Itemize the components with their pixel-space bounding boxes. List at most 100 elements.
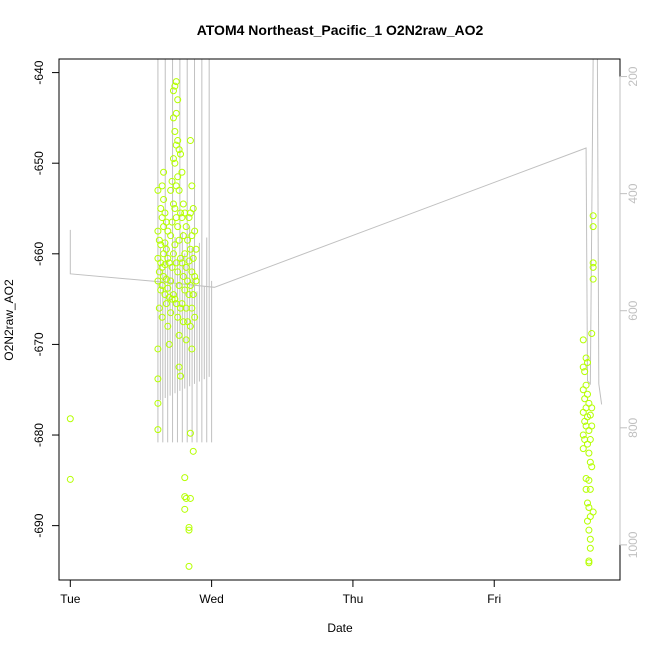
data-point (189, 447, 197, 455)
data-point (157, 241, 165, 249)
data-point (167, 186, 175, 194)
data-point (179, 272, 187, 280)
y-axis-right: 200 400 600 800 1000 (619, 66, 640, 558)
data-point (579, 336, 587, 344)
data-point (157, 286, 165, 294)
data-point (154, 426, 162, 434)
data-point (177, 209, 185, 217)
data-point (174, 223, 182, 231)
data-point (162, 275, 170, 283)
y-tick-label: -670 (32, 332, 46, 356)
secondary-series-line (69, 58, 603, 405)
data-point (586, 436, 594, 444)
data-point (588, 463, 596, 471)
data-point (589, 223, 597, 231)
y-tick-label: -680 (32, 423, 46, 447)
data-point (171, 127, 179, 135)
data-point (161, 209, 169, 217)
data-point (585, 476, 593, 484)
data-point (154, 186, 162, 194)
data-point (583, 499, 591, 507)
data-point (186, 429, 194, 437)
data-point (188, 182, 196, 190)
data-point (588, 404, 596, 412)
data-point (169, 155, 177, 163)
data-point (175, 363, 183, 371)
data-point (182, 223, 190, 231)
data-point (177, 150, 185, 158)
data-point (186, 494, 194, 502)
y-tick-label: -690 (32, 513, 46, 537)
x-axis-label: Date (327, 621, 353, 635)
data-point (579, 363, 587, 371)
data-point (182, 336, 190, 344)
y2-tick-label: 600 (626, 300, 640, 320)
data-point (586, 535, 594, 543)
data-point (179, 318, 187, 326)
data-point (169, 291, 177, 299)
data-point (174, 313, 182, 321)
y2-tick-label: 1000 (626, 531, 640, 558)
data-point (162, 245, 170, 253)
data-point (162, 218, 170, 226)
data-point (184, 236, 192, 244)
data-point (164, 254, 172, 262)
data-point (169, 200, 177, 208)
data-point (162, 300, 170, 308)
data-point (157, 259, 165, 267)
data-point (155, 236, 163, 244)
data-point (586, 544, 594, 552)
data-point (579, 445, 587, 453)
data-point (191, 272, 199, 280)
data-point (185, 291, 193, 299)
data-point (583, 390, 591, 398)
data-point (579, 431, 587, 439)
data-point (589, 259, 597, 267)
data-point (177, 254, 185, 262)
y2-tick-label: 800 (626, 417, 640, 437)
data-point (191, 227, 199, 235)
data-point (589, 263, 597, 271)
data-point (164, 322, 172, 330)
data-point (177, 372, 185, 380)
data-point (167, 232, 175, 240)
data-point (168, 263, 176, 271)
data-point (171, 205, 179, 213)
data-point (585, 504, 593, 512)
data-point (589, 275, 597, 283)
data-point (172, 109, 180, 117)
data-point (181, 286, 189, 294)
data-point (583, 359, 591, 367)
data-point (172, 78, 180, 86)
data-point (175, 146, 183, 154)
data-point (154, 277, 162, 285)
data-point (186, 322, 194, 330)
y-tick-label: -640 (32, 60, 46, 84)
x-axis: Tue Wed Thu Fri (60, 579, 501, 606)
data-point (181, 505, 189, 513)
data-point (189, 205, 197, 213)
data-point (185, 214, 193, 222)
data-point (168, 295, 176, 303)
data-point (189, 254, 197, 262)
data-point (179, 200, 187, 208)
data-point (161, 261, 169, 269)
data-point (168, 177, 176, 185)
data-point (154, 345, 162, 353)
data-point (182, 304, 190, 312)
data-point (169, 87, 177, 95)
data-point (174, 173, 182, 181)
data-point (174, 137, 182, 145)
data-point (191, 313, 199, 321)
plot-frame (58, 58, 621, 581)
data-point (179, 232, 187, 240)
x-tick-label: Fri (487, 592, 501, 606)
data-point (582, 485, 590, 493)
y2-tick-label: 200 (626, 66, 640, 86)
data-point (178, 168, 186, 176)
data-point (154, 399, 162, 407)
data-point (154, 227, 162, 235)
data-point (586, 411, 594, 419)
data-point (175, 236, 183, 244)
